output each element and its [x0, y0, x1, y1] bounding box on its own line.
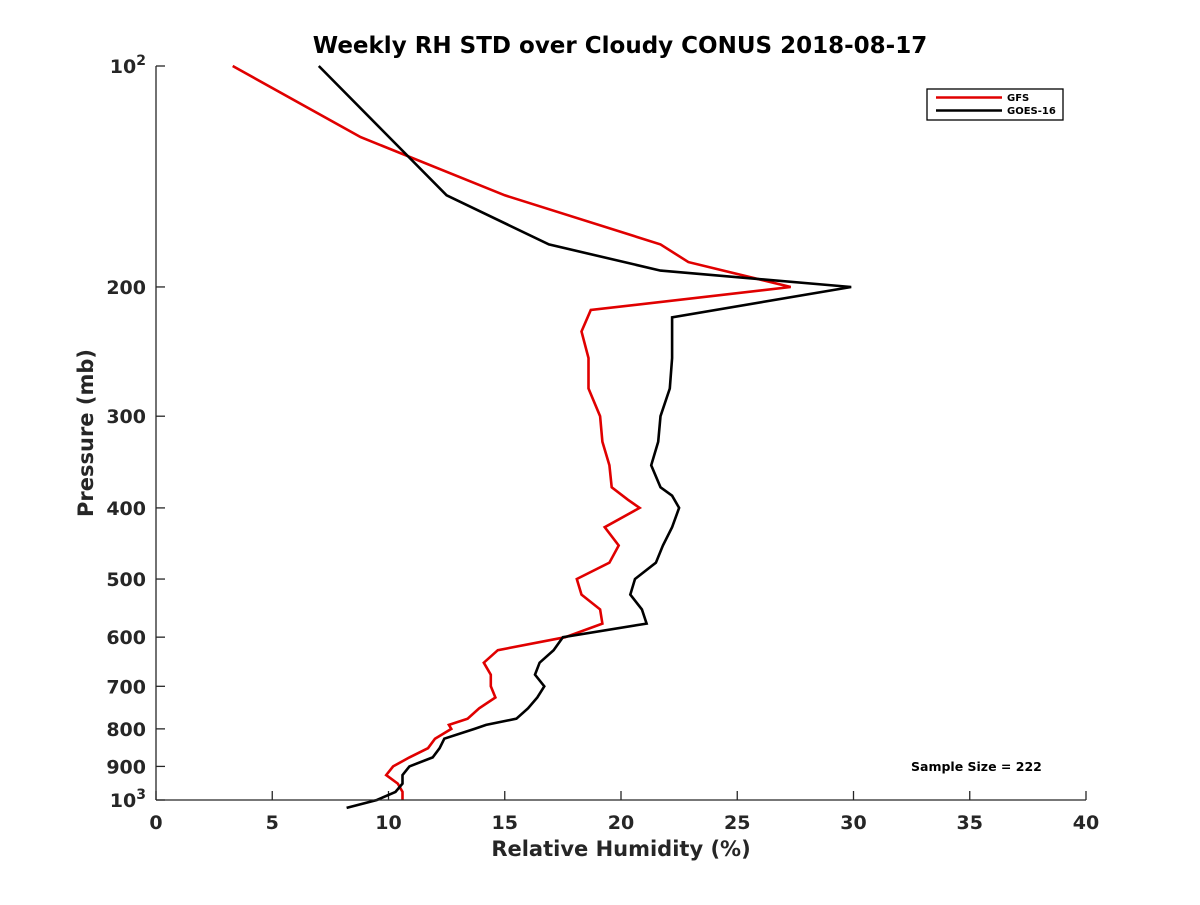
x-tick-label: 30 [840, 812, 866, 834]
y-tick-label: 500 [106, 569, 146, 591]
y-tick-exponent: 2 [136, 53, 146, 69]
x-tick-label: 0 [149, 812, 162, 834]
legend-label-gfs: GFS [1007, 93, 1029, 104]
x-tick-label: 25 [724, 812, 750, 834]
legend-box [926, 88, 1064, 121]
x-tick-label: 5 [266, 812, 279, 834]
sample-size-annotation: Sample Size = 222 [911, 759, 1042, 774]
y-tick-label: 200 [106, 277, 146, 299]
x-tick-label: 10 [375, 812, 401, 834]
y-tick-label: 103 [110, 787, 146, 812]
series-line-goes16 [317, 65, 852, 810]
x-tick-label: 20 [608, 812, 634, 834]
legend-label-goes16: GOES-16 [1007, 106, 1056, 117]
legend: GFS GOES-16 [926, 88, 1064, 121]
y-axis: 102 200 300 400 500 600 700 800 900 103 [106, 53, 165, 812]
x-axis: 0 5 10 15 20 25 30 35 40 [149, 791, 1099, 834]
y-tick-label: 300 [106, 406, 146, 428]
chart-title: Weekly RH STD over Cloudy CONUS 2018-08-… [313, 33, 927, 59]
x-axis-label: Relative Humidity (%) [491, 837, 750, 861]
x-tick-label: 15 [492, 812, 518, 834]
y-tick-label: 700 [106, 676, 146, 698]
y-tick-label: 800 [106, 719, 146, 741]
series-line-gfs [232, 64, 792, 800]
y-tick-label: 102 [110, 53, 146, 78]
y-tick-label: 400 [106, 498, 146, 520]
x-tick-label: 40 [1073, 812, 1099, 834]
y-tick-label: 900 [106, 756, 146, 778]
x-tick-label: 35 [957, 812, 983, 834]
y-tick-exponent: 3 [136, 787, 146, 803]
y-tick-label: 600 [106, 627, 146, 649]
series-lines [232, 64, 852, 810]
y-axis-label: Pressure (mb) [74, 349, 98, 517]
